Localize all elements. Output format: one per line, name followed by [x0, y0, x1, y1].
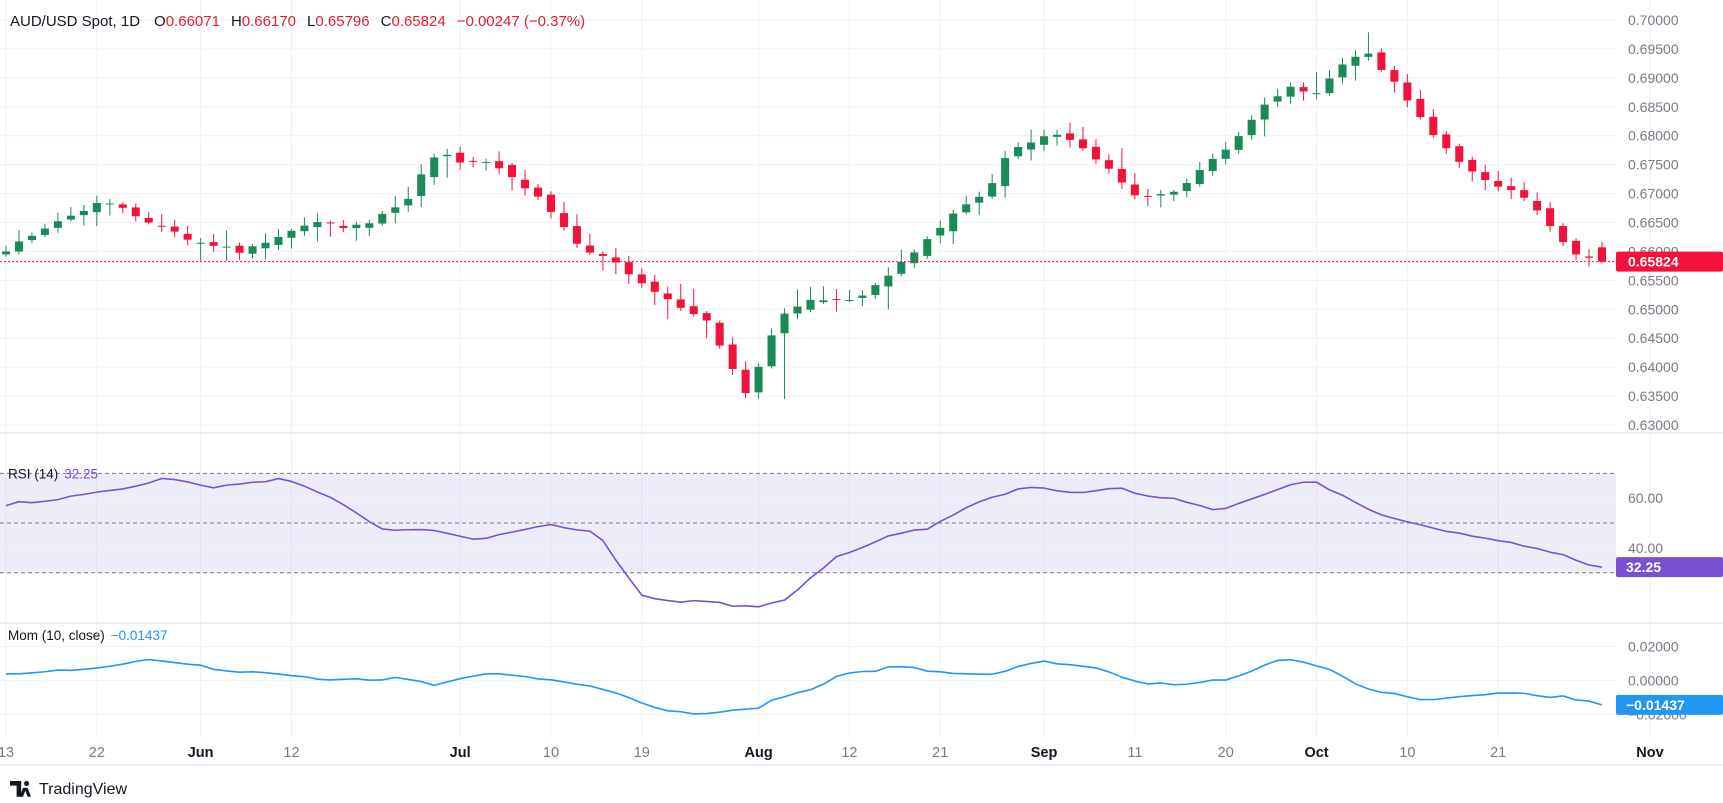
svg-text:32.25: 32.25 [1626, 559, 1661, 575]
svg-text:Aug: Aug [744, 745, 772, 761]
svg-text:22: 22 [89, 745, 105, 761]
svg-text:0.65500: 0.65500 [1628, 272, 1679, 288]
svg-text:10: 10 [1399, 745, 1415, 761]
svg-text:20: 20 [1218, 745, 1234, 761]
svg-text:Oct: Oct [1304, 745, 1328, 761]
svg-text:0.64000: 0.64000 [1628, 359, 1679, 375]
svg-text:32.25: 32.25 [64, 466, 98, 481]
svg-text:0.02000: 0.02000 [1628, 639, 1679, 655]
svg-text:Jun: Jun [188, 745, 214, 761]
svg-text:0.64500: 0.64500 [1628, 330, 1679, 346]
svg-text:13: 13 [0, 745, 14, 761]
svg-text:40.00: 40.00 [1628, 540, 1663, 556]
svg-text:0.63000: 0.63000 [1628, 417, 1679, 433]
svg-text:0.69000: 0.69000 [1628, 70, 1679, 86]
svg-text:0.69500: 0.69500 [1628, 41, 1679, 57]
svg-text:0.00000: 0.00000 [1628, 673, 1679, 689]
svg-text:11: 11 [1127, 745, 1142, 761]
svg-text:Jul: Jul [450, 745, 471, 761]
svg-text:0.65824: 0.65824 [1628, 254, 1679, 270]
svg-text:10: 10 [543, 745, 559, 761]
svg-text:0.67000: 0.67000 [1628, 186, 1679, 202]
svg-text:Sep: Sep [1031, 745, 1058, 761]
svg-text:RSI (14): RSI (14) [8, 466, 58, 481]
svg-text:Mom (10, close): Mom (10, close) [8, 628, 105, 643]
svg-text:Nov: Nov [1636, 745, 1663, 761]
svg-text:0.68500: 0.68500 [1628, 99, 1679, 115]
svg-text:0.63500: 0.63500 [1628, 388, 1679, 404]
svg-text:0.70000: 0.70000 [1628, 12, 1679, 28]
svg-text:TradingView: TradingView [39, 781, 127, 798]
svg-text:12: 12 [283, 745, 299, 761]
svg-text:−0.01437: −0.01437 [1626, 697, 1685, 713]
svg-text:0.67500: 0.67500 [1628, 157, 1679, 173]
svg-text:60.00: 60.00 [1628, 490, 1663, 506]
svg-text:12: 12 [841, 745, 857, 761]
svg-text:19: 19 [634, 745, 650, 761]
svg-text:0.68000: 0.68000 [1628, 128, 1679, 144]
svg-text:0.65000: 0.65000 [1628, 301, 1679, 317]
svg-text:21: 21 [932, 745, 948, 761]
svg-text:21: 21 [1490, 745, 1506, 761]
svg-text:0.66500: 0.66500 [1628, 215, 1679, 231]
svg-text:−0.01437: −0.01437 [111, 628, 168, 643]
